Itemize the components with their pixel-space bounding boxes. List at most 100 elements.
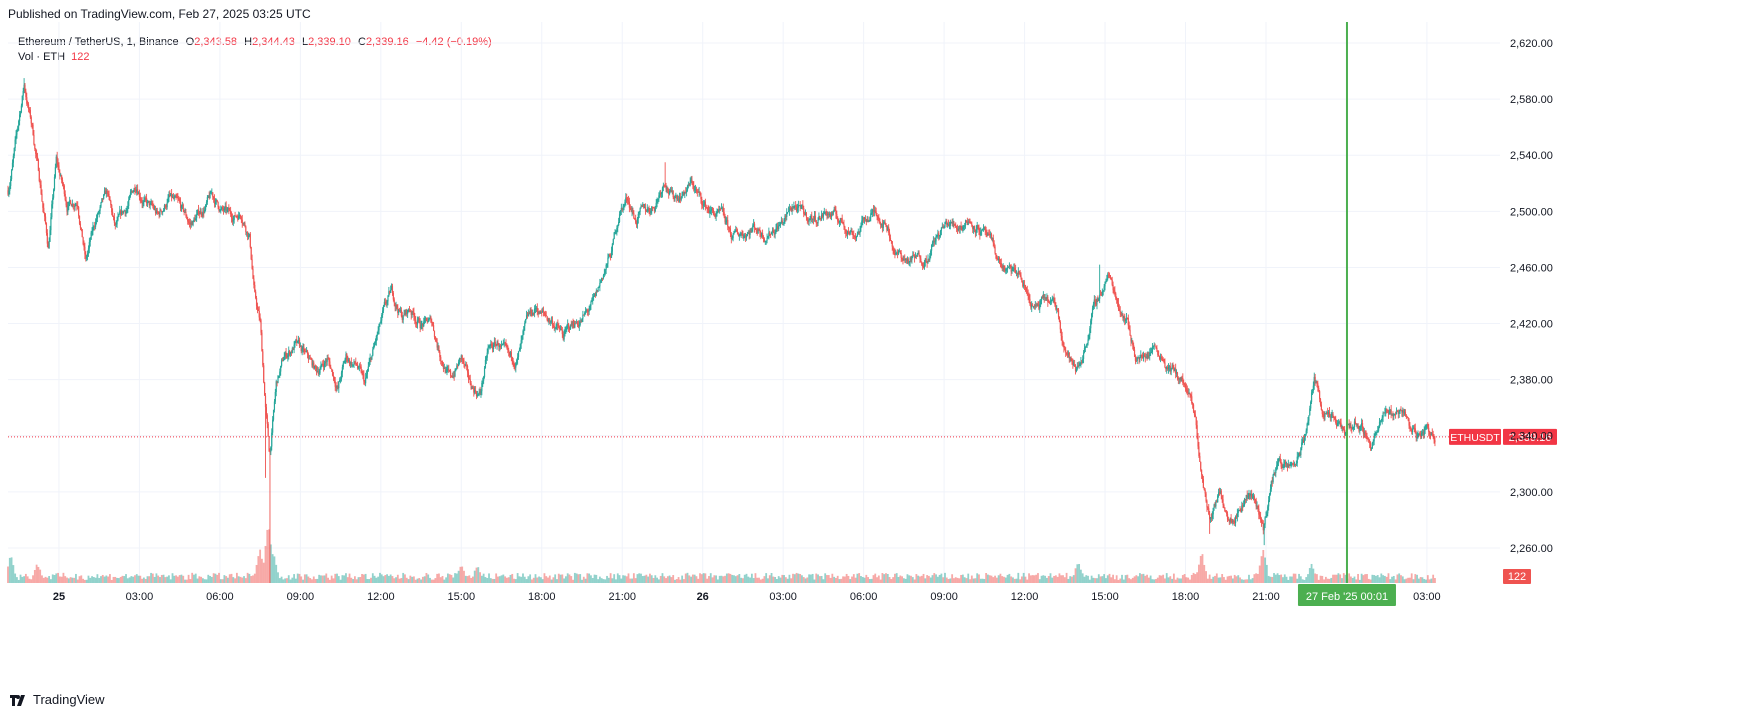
candle-body: [319, 369, 321, 374]
symbol-label[interactable]: Ethereum / TetherUS, 1, Binance: [18, 36, 179, 48]
candle-body: [404, 313, 406, 315]
candle-body: [44, 213, 46, 217]
volume-label[interactable]: Vol · ETH: [18, 51, 66, 63]
price-axis[interactable]: 2,260.002,300.002,340.002,380.002,420.00…: [1510, 38, 1553, 555]
candle-body: [943, 226, 945, 229]
volume-bar: [531, 579, 533, 583]
candle-body: [841, 218, 843, 222]
volume-bar: [1385, 576, 1388, 583]
candle-body: [1203, 488, 1205, 491]
candle-body: [44, 216, 47, 224]
candle-body: [625, 197, 627, 203]
candle-body: [970, 222, 972, 224]
candle-body: [321, 363, 323, 365]
candle-body: [525, 315, 528, 320]
candle-body: [1260, 519, 1263, 523]
volume-bar: [547, 577, 549, 583]
candle-body: [489, 344, 491, 346]
candle-body: [880, 223, 882, 225]
volume-bar: [87, 575, 90, 583]
candle-body: [1386, 408, 1388, 410]
candle-body: [65, 199, 67, 206]
candle-body: [248, 233, 251, 237]
candle-body: [743, 236, 745, 239]
volume-bar: [370, 577, 372, 583]
candle-body: [221, 207, 223, 210]
volume-bar: [631, 578, 633, 583]
candle-body: [1428, 427, 1430, 432]
footer-brand[interactable]: TradingView: [10, 692, 105, 707]
volume-bar: [480, 575, 483, 583]
candle-body: [690, 179, 692, 182]
candle-body: [1081, 361, 1083, 363]
candle-body: [599, 282, 601, 287]
volume-bar: [1351, 577, 1354, 583]
candle-body: [437, 346, 439, 348]
volume-bar: [1020, 576, 1023, 583]
candle-body: [270, 446, 272, 452]
close-value: 2,339.16: [365, 36, 409, 48]
candle-body: [1242, 505, 1244, 507]
candle-body: [593, 295, 595, 298]
candle-body: [1023, 284, 1026, 286]
candle-body: [628, 201, 630, 208]
volume-bar: [1180, 578, 1182, 583]
candle-body: [839, 217, 841, 222]
candle-body: [1147, 355, 1149, 358]
candle-body: [306, 350, 308, 352]
candle-body: [536, 307, 538, 313]
candle-body: [1215, 500, 1217, 507]
volume-bar: [409, 575, 412, 583]
candle-body: [582, 314, 584, 319]
volume-bar: [92, 577, 95, 583]
candle-body: [1061, 335, 1063, 341]
candle-body: [1128, 325, 1130, 330]
candle-body: [1314, 376, 1316, 384]
volume-bar: [438, 573, 440, 583]
candle-body: [640, 206, 642, 209]
candle-body: [316, 371, 318, 372]
candle-body: [1170, 367, 1172, 372]
volume-bar: [1430, 578, 1433, 583]
volume-bar: [885, 573, 887, 583]
candle-body: [1414, 428, 1416, 434]
candle-body: [86, 253, 89, 257]
candle-body: [1020, 275, 1022, 279]
candle-body: [140, 199, 142, 202]
candle-body: [747, 232, 749, 234]
candle-body: [1239, 509, 1241, 511]
candle-body: [121, 210, 124, 213]
candle-body: [701, 199, 703, 205]
volume-bar: [851, 576, 853, 583]
volume-bar: [1079, 569, 1082, 583]
candle-body: [152, 204, 154, 206]
candle-body: [1148, 355, 1150, 356]
candle-body: [213, 198, 216, 205]
candle-body: [115, 224, 117, 226]
candle-body: [1159, 356, 1162, 360]
volume-bar: [7, 566, 9, 583]
volume-bar: [1128, 578, 1131, 583]
candle-body: [59, 172, 61, 176]
candle-body: [334, 381, 336, 387]
volume-bar: [207, 574, 210, 583]
volume-bar: [1017, 572, 1020, 583]
candle-body: [857, 231, 859, 235]
candle-body: [992, 237, 994, 244]
candle-body: [502, 343, 504, 345]
candle-body: [204, 209, 206, 213]
time-axis[interactable]: 25 03:00 06:00 09:00 12:00 15:00 18:00 21:00 26 0…: [53, 591, 1441, 603]
candle-body: [166, 202, 168, 208]
candle-body: [1007, 266, 1010, 268]
candle-body: [1133, 349, 1136, 357]
volume-bar: [649, 573, 651, 583]
candle-body: [864, 217, 867, 220]
candle-body: [184, 212, 186, 213]
candle-body: [1433, 436, 1435, 441]
candle-body: [378, 324, 380, 331]
y-tick-label: 2,260.00: [1510, 543, 1553, 555]
candle-body: [50, 217, 52, 231]
volume-bar: [305, 574, 308, 583]
candle-body: [681, 192, 683, 199]
